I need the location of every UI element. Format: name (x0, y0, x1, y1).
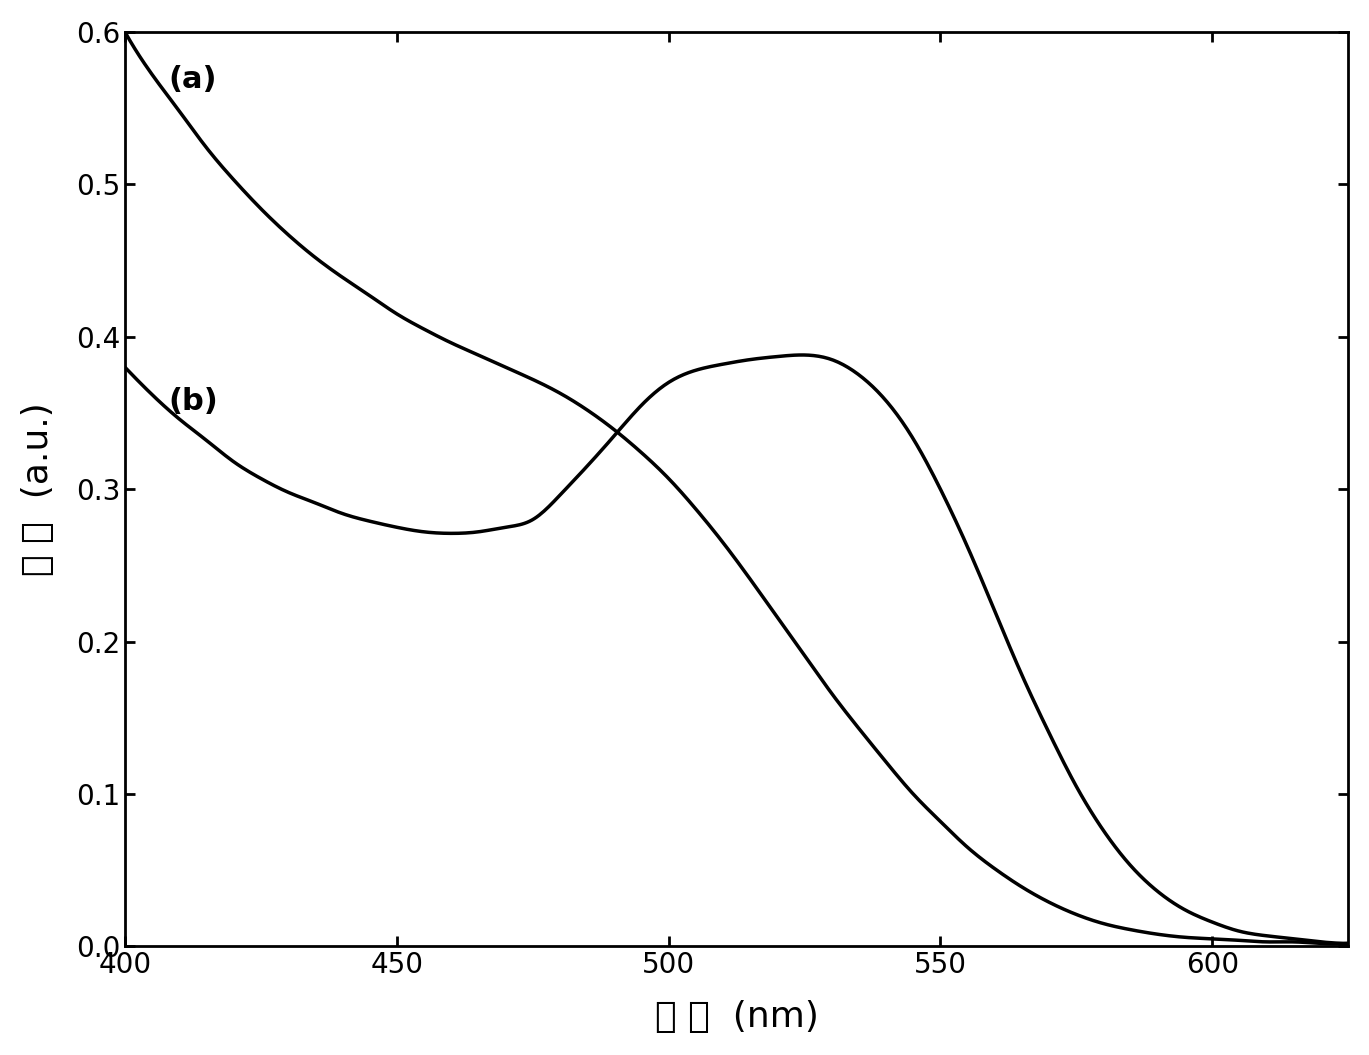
Text: (a): (a) (168, 65, 216, 94)
X-axis label: 波 长  (nm): 波 长 (nm) (654, 1000, 819, 1034)
Text: (b): (b) (168, 387, 218, 416)
Y-axis label: 吸 收  (a.u.): 吸 收 (a.u.) (21, 402, 55, 576)
